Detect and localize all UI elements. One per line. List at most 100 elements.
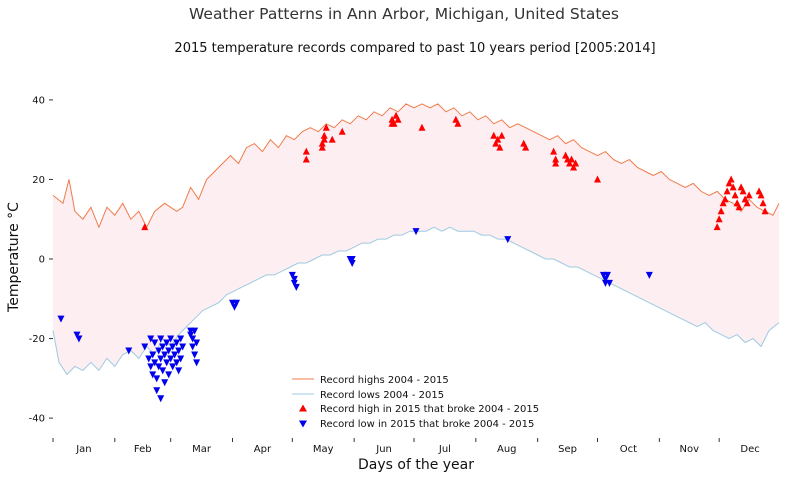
record-high-marker <box>723 187 731 195</box>
record-low-marker <box>292 283 300 291</box>
record-high-marker <box>594 175 601 183</box>
legend-highs-label: Record highs 2004 - 2015 <box>320 375 449 386</box>
record-high-marker <box>454 119 462 127</box>
record-low-marker <box>193 339 201 347</box>
record-low-marker <box>165 347 173 355</box>
month-label: Jan <box>75 444 91 455</box>
record-low-marker <box>605 279 613 287</box>
axes: -40 -20 0 20 40 Jan Feb Mar Apr May Jun Jul Aug Sep Oc… <box>29 95 760 455</box>
record-low-marker <box>173 339 181 347</box>
record-low-marker <box>149 371 157 379</box>
record-high-marker <box>745 191 753 199</box>
record-high-marker <box>739 187 747 195</box>
record-low-marker <box>412 228 420 236</box>
record-low-marker <box>191 351 199 359</box>
record-low-marker <box>645 271 653 279</box>
record-high-marker <box>328 135 336 143</box>
record-high-marker <box>390 119 398 127</box>
legend-low-marker <box>299 420 307 428</box>
record-high-marker <box>550 147 558 155</box>
record-low-marker <box>163 339 171 347</box>
record-low-marker <box>348 259 356 267</box>
record-low-marker <box>175 347 183 355</box>
record-high-marker <box>496 143 504 151</box>
record-low-marker <box>153 375 161 383</box>
record-low-marker <box>165 371 173 379</box>
month-label: Mar <box>192 444 212 455</box>
record-low-marker <box>177 355 185 363</box>
record-high-marker <box>725 179 733 187</box>
record-low-marker <box>163 359 171 367</box>
month-label: Feb <box>134 444 152 455</box>
record-high-marker <box>757 191 765 199</box>
record-low-marker <box>191 327 199 335</box>
record-low-marker <box>189 335 197 343</box>
record-low-marker <box>125 347 133 355</box>
record-high-marker <box>320 131 328 139</box>
record-low-marker <box>157 355 165 363</box>
month-label: Jun <box>375 444 392 455</box>
record-low-marker <box>603 271 611 279</box>
record-high-marker <box>302 155 310 163</box>
record-high-marker <box>713 223 721 231</box>
record-high-marker <box>731 191 739 199</box>
record-low-marker <box>155 347 163 355</box>
record-high-marker <box>729 183 737 191</box>
record-high-marker <box>492 139 500 147</box>
record-low-marker <box>179 343 187 351</box>
record-low-marker <box>171 351 179 359</box>
y-tick-label: 40 <box>32 95 45 106</box>
record-high-marker <box>761 207 769 215</box>
record-high-marker <box>394 115 402 123</box>
record-low-marker <box>153 387 161 395</box>
record-low-marker <box>169 343 177 351</box>
record-low-marker <box>157 335 165 343</box>
legend-high-marker <box>299 404 307 412</box>
record-low-marker <box>161 351 169 359</box>
record-high-marker <box>322 123 330 131</box>
record-low-marker <box>147 363 155 371</box>
record-high-marker <box>494 135 502 143</box>
chart-suptitle: Weather Patterns in Ann Arbor, Michigan,… <box>189 5 619 23</box>
record-low-marker <box>157 395 165 403</box>
chart-title: 2015 temperature records compared to pas… <box>174 41 655 56</box>
record-low-marker <box>290 275 298 283</box>
record-high-marker <box>759 199 767 207</box>
record-low-marker <box>147 335 155 343</box>
record-low-marker <box>161 379 169 387</box>
record-high-marker <box>552 159 560 167</box>
record-range-fill <box>53 103 779 375</box>
month-label: Jul <box>438 444 451 455</box>
month-label: Oct <box>620 444 637 455</box>
record-low-marker <box>173 359 181 367</box>
record-high-marker <box>418 123 426 131</box>
record-low-marker <box>175 367 183 375</box>
record-low-marker <box>151 339 159 347</box>
record-low-marker <box>75 335 83 343</box>
record-high-marker <box>522 143 530 151</box>
legend-high-marker-label: Record high in 2015 that broke 2004 - 20… <box>320 404 539 415</box>
x-axis-label: Days of the year <box>358 457 474 473</box>
record-high-marker <box>719 199 727 207</box>
record-high-marker <box>727 175 735 183</box>
record-low-marker <box>167 355 175 363</box>
record-high-marker <box>715 215 723 223</box>
record-low-marker <box>159 343 167 351</box>
month-label: May <box>313 444 334 455</box>
record-high-marker <box>721 195 729 203</box>
legend-low-marker-label: Record low in 2015 that broke 2004 - 201… <box>320 419 534 430</box>
record-low-marker <box>145 355 153 363</box>
record-low-marker <box>232 299 240 307</box>
legend: Record highs 2004 - 2015 Record lows 200… <box>292 375 539 430</box>
record-low-marker <box>141 343 149 351</box>
month-label: Aug <box>497 444 517 455</box>
record-high-marker <box>498 131 506 139</box>
month-label: Apr <box>254 444 272 455</box>
record-high-marker <box>302 147 310 155</box>
y-axis-label: Temperature °C <box>6 202 22 313</box>
record-high-marker <box>566 159 574 167</box>
record-low-marker <box>348 256 356 263</box>
record-low-marker <box>169 363 177 371</box>
month-label: Sep <box>558 444 577 455</box>
record-low-marker <box>189 343 197 351</box>
